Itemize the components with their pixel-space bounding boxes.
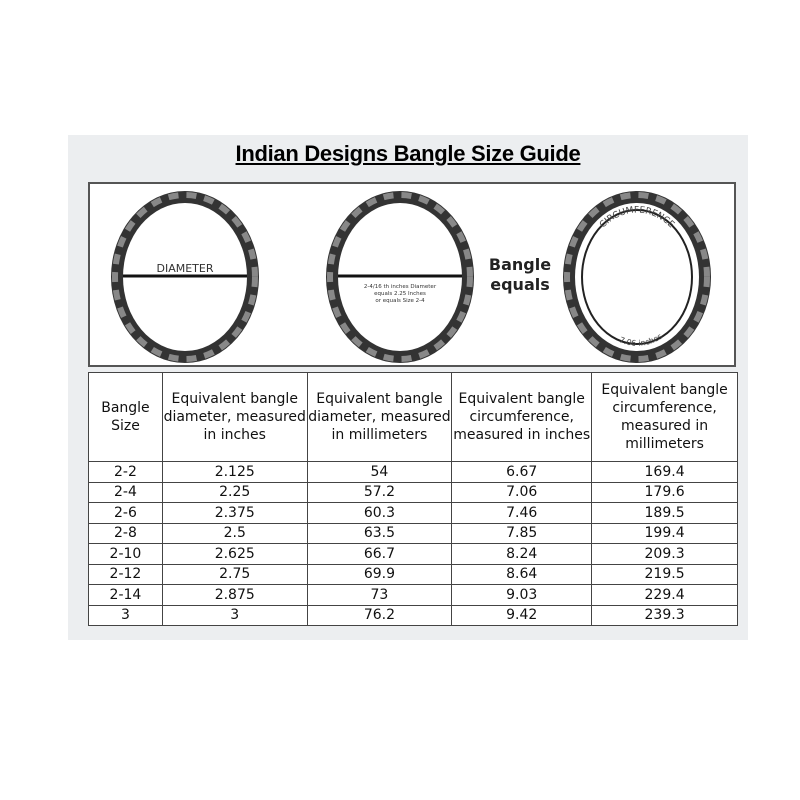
cell-circumference-mm: 229.4 [591,584,738,606]
table-row: 2-6 2.375 60.3 7.46 189.5 [88,502,738,524]
cell-diameter-inches: 3 [161,604,308,626]
example-line-2: equals 2.25 Inches [374,291,426,297]
cell-diameter-inches: 2.125 [161,461,308,483]
cell-size: 2-2 [88,461,163,483]
cell-size: 3 [88,604,163,626]
cell-diameter-mm: 63.5 [306,522,453,544]
cell-circumference-inches: 9.42 [451,604,593,626]
table-row: 2-2 2.125 54 6.67 169.4 [88,461,738,483]
cell-size: 2-8 [88,522,163,544]
header-diameter-inches: Equivalent bangle diameter, measured in … [161,372,308,462]
cell-diameter-inches: 2.875 [161,584,308,606]
diameter-bangle-icon: DIAMETER [111,191,259,363]
cell-size: 2-6 [88,502,163,524]
cell-circumference-mm: 189.5 [591,502,738,524]
bangle-equals-line-2: equals [490,275,550,294]
cell-size: 2-12 [88,563,163,585]
cell-circumference-mm: 219.5 [591,563,738,585]
cell-circumference-mm: 209.3 [591,543,738,565]
diameter-label: DIAMETER [157,262,214,275]
header-circumference-inches: Equivalent bangle circumference, measure… [451,372,593,462]
cell-diameter-inches: 2.625 [161,543,308,565]
size-guide-panel: Indian Designs Bangle Size Guide DIAMETE… [68,135,748,640]
cell-circumference-mm: 169.4 [591,461,738,483]
bangle-diagram: DIAMETER 2-4/16 th inches Diameter equal… [88,182,736,367]
example-bangle-icon: 2-4/16 th inches Diameter equals 2.25 In… [326,191,474,363]
cell-diameter-mm: 60.3 [306,502,453,524]
circumference-bangle-icon: CIRCUMFERENCE 7.06 inches [563,191,711,363]
cell-diameter-mm: 69.9 [306,563,453,585]
cell-circumference-mm: 179.6 [591,481,738,503]
cell-size: 2-10 [88,543,163,565]
page-title: Indian Designs Bangle Size Guide [235,141,581,166]
header-diameter-mm: Equivalent bangle diameter, measured in … [306,372,453,462]
cell-diameter-inches: 2.375 [161,502,308,524]
cell-diameter-mm: 73 [306,584,453,606]
cell-circumference-inches: 9.03 [451,584,593,606]
cell-circumference-mm: 199.4 [591,522,738,544]
example-line-3: or equals Size 2-4 [375,298,425,304]
bangle-equals-line-1: Bangle [489,255,551,274]
cell-diameter-mm: 66.7 [306,543,453,565]
cell-circumference-inches: 7.06 [451,481,593,503]
cell-circumference-mm: 239.3 [591,604,738,626]
size-table: Bangle Size Equivalent bangle diameter, … [88,372,738,626]
cell-circumference-inches: 6.67 [451,461,593,483]
example-line-1: 2-4/16 th inches Diameter [364,284,437,290]
cell-diameter-mm: 57.2 [306,481,453,503]
header-bangle-size: Bangle Size [88,372,163,462]
cell-diameter-inches: 2.25 [161,481,308,503]
cell-circumference-inches: 7.46 [451,502,593,524]
table-row: 2-4 2.25 57.2 7.06 179.6 [88,481,738,503]
cell-size: 2-14 [88,584,163,606]
cell-diameter-mm: 76.2 [306,604,453,626]
cell-size: 2-4 [88,481,163,503]
cell-diameter-inches: 2.75 [161,563,308,585]
cell-diameter-inches: 2.5 [161,522,308,544]
table-row: 2-12 2.75 69.9 8.64 219.5 [88,563,738,585]
cell-diameter-mm: 54 [306,461,453,483]
table-row: 2-10 2.625 66.7 8.24 209.3 [88,543,738,565]
cell-circumference-inches: 8.24 [451,543,593,565]
table-row: 3 3 76.2 9.42 239.3 [88,604,738,626]
cell-circumference-inches: 8.64 [451,563,593,585]
table-row: 2-14 2.875 73 9.03 229.4 [88,584,738,606]
cell-circumference-inches: 7.85 [451,522,593,544]
table-row: 2-8 2.5 63.5 7.85 199.4 [88,522,738,544]
table-header-row: Bangle Size Equivalent bangle diameter, … [88,372,738,462]
header-circumference-mm: Equivalent bangle circumference, measure… [591,372,738,462]
